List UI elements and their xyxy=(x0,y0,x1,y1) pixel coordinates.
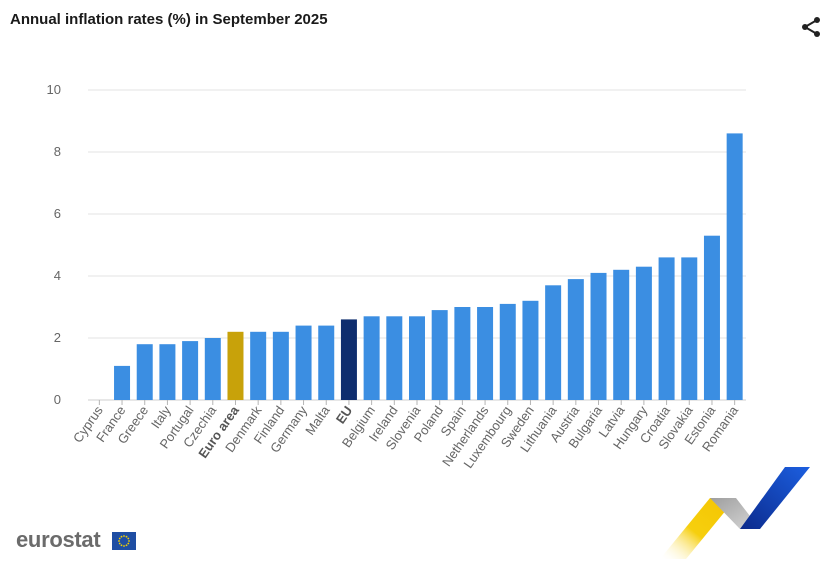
bar-greece[interactable] xyxy=(136,344,153,400)
bar-belgium[interactable] xyxy=(363,316,380,400)
y-tick-label: 0 xyxy=(54,392,61,407)
eu-flag-icon xyxy=(112,532,136,550)
bar-ireland[interactable] xyxy=(386,316,403,400)
bar-finland[interactable] xyxy=(272,331,289,400)
bar-sweden[interactable] xyxy=(522,300,539,400)
y-tick-label: 4 xyxy=(54,268,61,283)
eurostat-logo: eurostat xyxy=(16,527,101,552)
y-tick-label: 6 xyxy=(54,206,61,221)
bar-euro-area[interactable] xyxy=(227,331,244,400)
bar-spain[interactable] xyxy=(454,307,471,400)
bar-bulgaria[interactable] xyxy=(590,272,607,400)
bar-slovenia[interactable] xyxy=(409,316,425,400)
bar-slovakia[interactable] xyxy=(681,257,698,400)
bar-romania[interactable] xyxy=(726,133,743,400)
y-axis-ticks: 0 2 4 6 8 10 xyxy=(47,82,61,407)
bar-germany[interactable] xyxy=(295,325,312,400)
bar-denmark[interactable] xyxy=(250,331,267,400)
bar-croatia[interactable] xyxy=(658,257,675,400)
x-tick-label: Malta xyxy=(302,402,333,437)
share-icon xyxy=(802,17,820,37)
y-tick-label: 10 xyxy=(47,82,61,97)
decorative-arrows xyxy=(660,467,810,559)
bar-czechia[interactable] xyxy=(204,338,221,400)
y-tick-label: 8 xyxy=(54,144,61,159)
bar-poland[interactable] xyxy=(431,310,448,400)
x-axis-ticks: CyprusFranceGreeceItalyPortugalCzechiaEu… xyxy=(70,400,742,471)
bar-italy[interactable] xyxy=(159,344,176,400)
bar-france[interactable] xyxy=(114,365,131,400)
bar-portugal[interactable] xyxy=(182,341,199,400)
bar-netherlands[interactable] xyxy=(477,307,494,400)
bar-lithuania[interactable] xyxy=(545,285,562,400)
bar-estonia[interactable] xyxy=(703,235,720,400)
bar-luxembourg[interactable] xyxy=(499,303,516,400)
bar-austria[interactable] xyxy=(567,279,584,400)
share-button[interactable] xyxy=(799,15,823,39)
bar-malta[interactable] xyxy=(318,325,335,400)
bars xyxy=(114,133,743,400)
bar-latvia[interactable] xyxy=(613,269,630,400)
y-tick-label: 2 xyxy=(54,330,61,345)
bar-eu[interactable] xyxy=(340,319,357,400)
chart-title: Annual inflation rates (%) in September … xyxy=(10,11,328,28)
bar-hungary[interactable] xyxy=(635,266,652,400)
bar-chart: 0 2 4 6 8 10 CyprusFranceGreeceItalyPortugalC… xyxy=(47,82,746,471)
